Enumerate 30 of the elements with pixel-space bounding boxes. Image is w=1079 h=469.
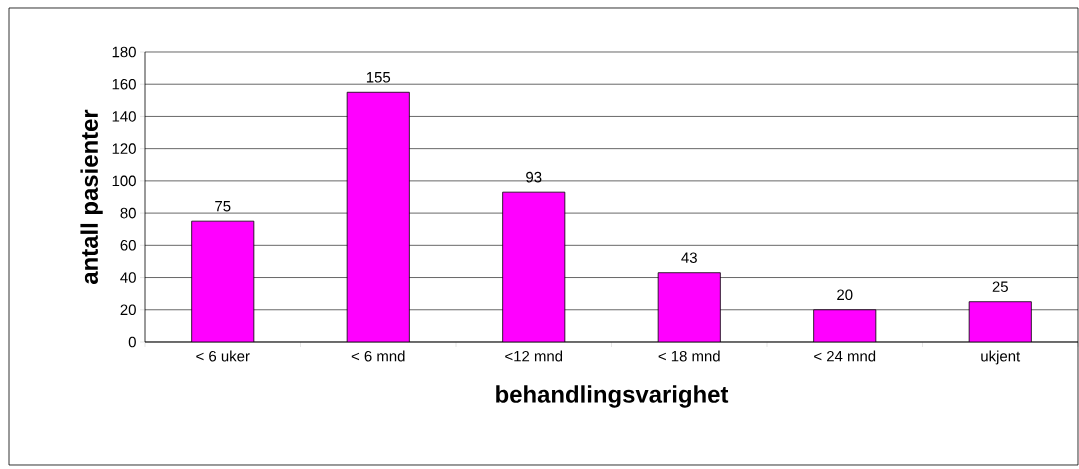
y-tick-label: 120 — [112, 143, 136, 154]
bar — [191, 221, 254, 342]
x-tick-label: < 18 mnd — [658, 350, 720, 362]
bar — [968, 301, 1032, 342]
bar — [347, 92, 410, 342]
data-label: 75 — [215, 201, 231, 212]
y-tick-label: 60 — [120, 240, 136, 251]
y-axis-title: antall pasienter — [80, 109, 103, 284]
x-tick-label: < 24 mnd — [814, 350, 876, 362]
x-tick-label: <12 mnd — [505, 350, 563, 362]
y-tick-label: 180 — [112, 46, 136, 58]
data-label: 155 — [366, 72, 391, 83]
y-tick-label: 160 — [112, 78, 136, 90]
data-label: 20 — [837, 289, 853, 301]
y-tick-label: 40 — [120, 272, 136, 283]
bar — [658, 272, 721, 342]
x-axis-title: behandlingsvarighet — [496, 385, 729, 408]
data-label: 25 — [992, 281, 1008, 292]
bar — [502, 192, 565, 342]
y-tick-label: 80 — [120, 207, 136, 219]
data-label: 93 — [526, 171, 542, 183]
y-tick-label: 100 — [112, 175, 136, 187]
data-label: 43 — [681, 252, 697, 263]
x-tick-label: < 6 uker — [196, 350, 250, 362]
bar — [813, 309, 876, 342]
y-tick-label: 0 — [128, 336, 136, 348]
x-tick-label: < 6 mnd — [351, 350, 405, 362]
x-tick-label: ukjent — [981, 350, 1021, 365]
y-tick-label: 20 — [120, 304, 136, 316]
y-tick-label: 140 — [112, 111, 136, 122]
